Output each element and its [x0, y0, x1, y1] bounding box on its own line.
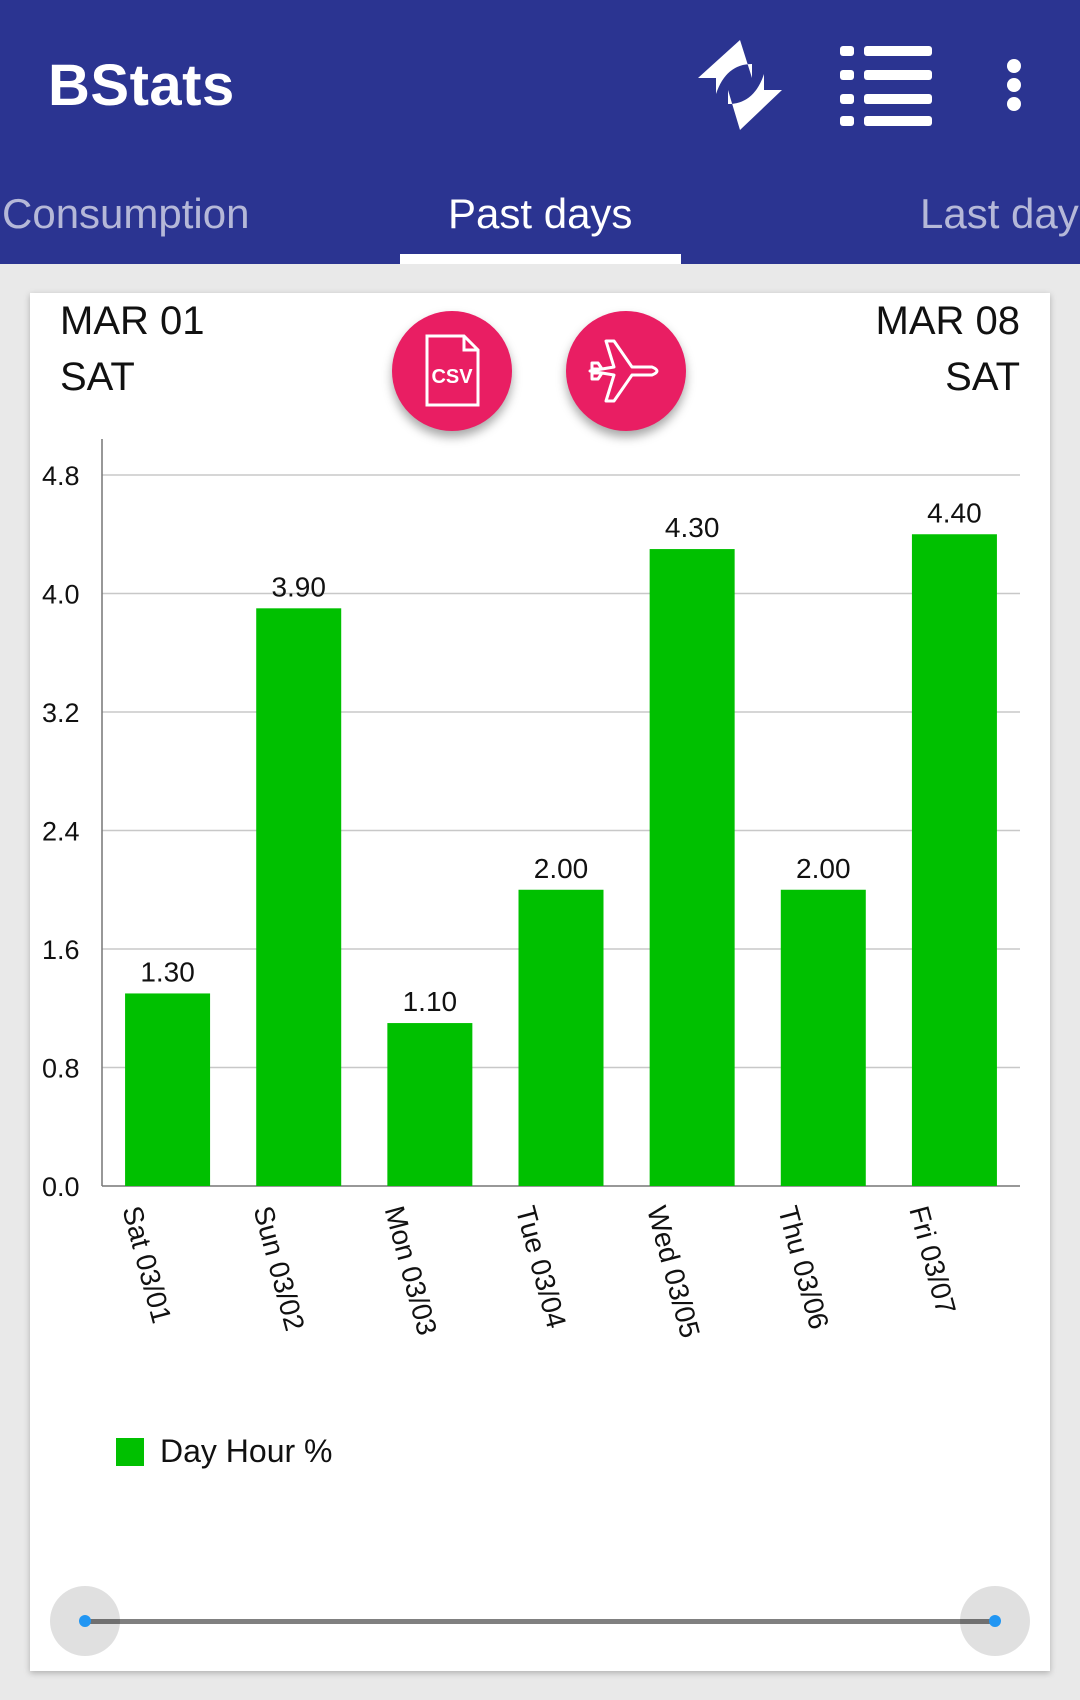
y-tick-label: 4.8 [42, 461, 80, 491]
slider-start-handle[interactable] [50, 1586, 120, 1656]
overflow-menu-icon[interactable] [998, 58, 1030, 112]
data-label: 2.00 [796, 853, 851, 884]
x-tick-label: Fri 03/07 [903, 1203, 962, 1318]
sync-icon[interactable] [692, 34, 792, 134]
start-date: MAR 01 [60, 299, 205, 343]
y-tick-label: 4.0 [42, 580, 80, 610]
start-day: SAT [60, 355, 135, 399]
bar-chart: 0.0 0.8 1.6 2.4 3.2 4.0 4.8 1.30 Sat 03/01 3.90 Su… [42, 439, 1020, 1341]
x-tick-label: Sun 03/02 [248, 1203, 311, 1334]
y-tick-label: 1.6 [42, 935, 80, 965]
bar [256, 608, 342, 1186]
csv-icon-text: CSV [431, 366, 473, 388]
data-label: 4.30 [665, 512, 720, 543]
csv-file-icon: CSV [425, 334, 480, 407]
data-label: 2.00 [534, 853, 589, 884]
airplane-icon [588, 339, 659, 403]
y-tick-label: 0.8 [42, 1054, 80, 1084]
chart-card: MAR 01 SAT MAR 08 SAT CSV 0.0 0.8 1.6 2.4 3.… [30, 293, 1050, 1671]
bar [387, 1023, 473, 1186]
data-label: 1.10 [403, 986, 458, 1017]
x-tick-label: Sat 03/01 [116, 1203, 177, 1327]
date-range-slider-track[interactable] [85, 1619, 995, 1624]
end-date: MAR 08 [875, 299, 1021, 343]
legend-label: Day Hour % [160, 1433, 333, 1469]
tab-last-day[interactable]: Last day [920, 190, 1079, 237]
tab-consumption[interactable]: Consumption [2, 190, 250, 237]
data-label: 1.30 [140, 956, 195, 987]
legend-swatch [116, 1438, 144, 1466]
x-tick-label: Mon 03/03 [379, 1203, 443, 1339]
y-tick-label: 0.0 [42, 1172, 80, 1202]
x-tick-label: Thu 03/06 [772, 1203, 835, 1333]
x-tick-label: Tue 03/04 [510, 1203, 572, 1332]
y-tick-label: 2.4 [42, 817, 80, 847]
y-tick-label: 3.2 [42, 698, 80, 728]
tab-past-days[interactable]: Past days [448, 190, 633, 237]
x-tick-label: Wed 03/05 [641, 1203, 706, 1341]
end-day: SAT [945, 355, 1020, 399]
bar [125, 993, 211, 1186]
bar [649, 549, 735, 1186]
slider-end-handle[interactable] [960, 1586, 1030, 1656]
tab-indicator [400, 254, 681, 264]
data-label: 3.90 [271, 571, 326, 602]
airplane-mode-button[interactable] [566, 311, 686, 431]
export-csv-button[interactable]: CSV [392, 311, 512, 431]
list-icon[interactable] [838, 42, 934, 128]
bar [518, 889, 604, 1186]
bar [780, 889, 866, 1186]
data-label: 4.40 [927, 497, 982, 528]
app-bar: BStats Consumption Past days Last day [0, 0, 1080, 264]
app-title: BStats [48, 53, 235, 118]
bar [911, 534, 997, 1186]
